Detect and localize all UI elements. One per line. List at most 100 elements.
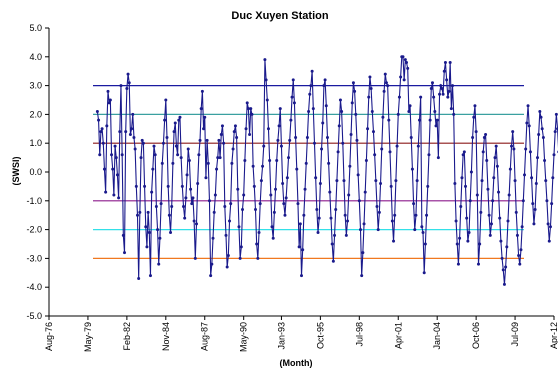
data-point [473, 104, 477, 108]
data-point [366, 127, 370, 131]
data-point [248, 133, 252, 137]
data-point [532, 222, 536, 226]
data-point [135, 213, 139, 217]
data-point [224, 233, 228, 237]
data-point [274, 187, 278, 191]
data-point [191, 196, 195, 200]
data-point [454, 219, 458, 223]
data-point [356, 173, 360, 177]
y-tick-label-1: -4.0 [26, 282, 42, 292]
data-point [180, 184, 184, 188]
x-axis-label: (Month) [280, 358, 313, 368]
data-point [449, 107, 453, 111]
data-point [110, 153, 114, 157]
y-tick-label-4: -1.0 [26, 196, 42, 206]
data-point [488, 233, 492, 237]
data-point [302, 213, 306, 217]
data-point [525, 121, 529, 125]
data-point [183, 216, 187, 220]
x-tick-label-8: Jul-98 [354, 322, 364, 347]
data-point [351, 81, 355, 85]
data-point [453, 182, 457, 186]
data-point [104, 190, 108, 194]
data-point [297, 245, 301, 249]
data-point [119, 84, 123, 88]
data-point [218, 156, 222, 160]
data-point [163, 118, 167, 122]
data-point [117, 196, 121, 200]
data-point [272, 210, 276, 214]
data-point [290, 95, 294, 99]
data-point [206, 161, 210, 165]
data-point [271, 236, 275, 240]
data-point [263, 58, 267, 62]
data-point [517, 254, 521, 258]
data-point [264, 78, 268, 82]
data-point [185, 173, 189, 177]
data-point [415, 179, 419, 183]
data-point [97, 118, 101, 122]
data-point [266, 127, 270, 131]
data-point [346, 219, 350, 223]
data-point [307, 110, 311, 114]
data-point [389, 184, 393, 188]
data-point [554, 112, 558, 116]
data-point [213, 193, 217, 197]
data-point [265, 98, 269, 102]
data-point [333, 233, 337, 237]
data-point [500, 256, 504, 260]
data-point [105, 124, 109, 128]
data-point [491, 199, 495, 203]
data-point [541, 135, 545, 139]
data-point [539, 115, 543, 119]
data-point [402, 78, 406, 82]
data-point [533, 207, 537, 211]
data-point [506, 219, 510, 223]
data-point [425, 213, 429, 217]
data-point [393, 213, 397, 217]
data-point [128, 133, 132, 137]
data-point [534, 182, 538, 186]
data-point [520, 225, 524, 229]
data-point [300, 274, 303, 278]
data-point [259, 179, 263, 183]
data-point [518, 262, 522, 266]
data-point [434, 124, 438, 128]
data-point [432, 95, 436, 99]
data-point [377, 210, 381, 214]
data-point [106, 89, 110, 93]
data-point [421, 230, 425, 234]
data-point [553, 130, 557, 134]
data-point [310, 69, 314, 73]
data-point [165, 135, 169, 139]
data-point [452, 112, 456, 116]
x-tick-label-11: Oct-06 [471, 322, 481, 349]
data-point [550, 202, 554, 206]
data-point [226, 254, 230, 258]
data-point [456, 262, 460, 266]
data-point [511, 130, 515, 134]
data-point [164, 98, 168, 102]
data-point [538, 110, 542, 114]
data-point [127, 81, 131, 85]
data-point [303, 187, 307, 191]
data-point [399, 75, 403, 79]
data-point [502, 282, 506, 286]
data-point [291, 78, 295, 82]
data-point [276, 138, 280, 142]
data-point [278, 107, 282, 111]
data-point [464, 184, 468, 188]
data-point [530, 176, 534, 180]
data-point [256, 256, 260, 260]
x-tick-label-9: Apr-01 [393, 322, 403, 349]
x-tick-label-5: May-90 [239, 322, 249, 352]
data-point [341, 141, 345, 145]
data-point [485, 158, 489, 162]
data-point [157, 262, 161, 266]
data-point [199, 107, 203, 111]
data-point [113, 144, 117, 148]
data-point [244, 127, 248, 131]
data-point [309, 84, 313, 88]
data-point [211, 236, 215, 240]
data-point [403, 58, 407, 62]
